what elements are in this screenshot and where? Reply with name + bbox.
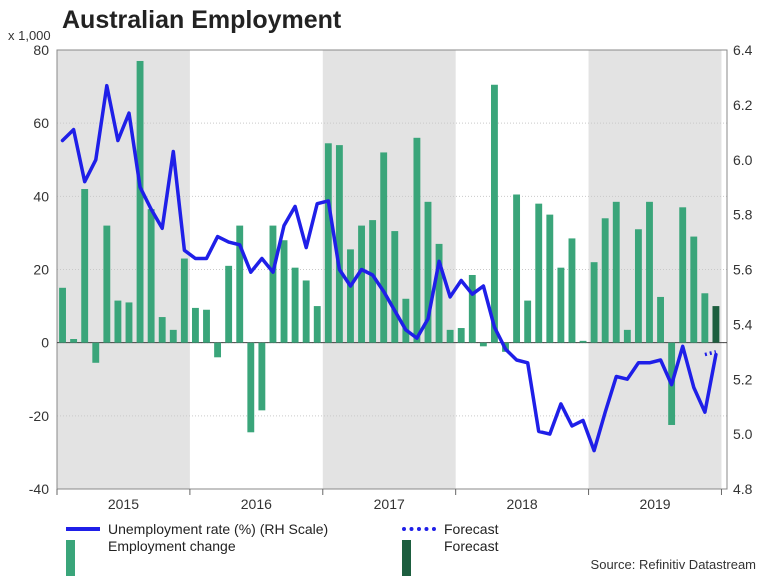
- legend-employment: Employment change: [66, 538, 236, 576]
- legend-label: Employment change: [108, 538, 236, 554]
- bar-employment-change: [546, 214, 554, 343]
- bar-employment-change: [313, 306, 321, 343]
- bar-employment-change: [513, 194, 521, 343]
- bar-employment-change: [269, 225, 277, 343]
- bar-employment-change: [291, 267, 299, 343]
- bar-employment-change: [391, 231, 399, 343]
- bar-employment-change: [214, 342, 222, 358]
- legend-label: Unemployment rate (%) (RH Scale): [108, 521, 329, 537]
- left-tick-label: -20: [29, 408, 49, 424]
- left-tick-label: -40: [29, 481, 49, 497]
- bar-employment-change: [579, 340, 587, 343]
- bar-employment-change: [457, 328, 465, 343]
- bar-employment-change: [402, 298, 410, 343]
- year-shade-2017: [322, 50, 456, 489]
- bar-employment-change: [446, 329, 454, 343]
- x-tick-label: 2017: [374, 496, 405, 512]
- bar-employment-change: [324, 143, 332, 343]
- right-tick-label: 6.2: [733, 97, 753, 113]
- bar-employment-change: [612, 201, 620, 343]
- legend-label: Forecast: [444, 538, 499, 554]
- left-tick-label: 80: [33, 42, 49, 58]
- bar-employment-change: [479, 342, 487, 347]
- bar-employment-change: [623, 329, 631, 343]
- bar-employment-change: [81, 189, 89, 343]
- legend-unemployment: Unemployment rate (%) (RH Scale): [66, 521, 328, 537]
- bar-employment-change: [125, 302, 133, 343]
- source-note: Source: Refinitiv Datastream: [590, 557, 756, 572]
- bar-employment-change: [679, 207, 687, 343]
- bar-employment-change: [524, 300, 532, 343]
- bar-employment-change: [103, 225, 111, 343]
- bar-employment-change: [657, 296, 664, 343]
- bar-employment-change: [535, 203, 543, 343]
- bar-employment-change: [358, 225, 365, 343]
- bar-employment-change: [413, 137, 421, 343]
- bar-employment-change: [136, 60, 144, 343]
- plot-frame: [56, 49, 728, 490]
- bar-employment-change: [236, 225, 244, 343]
- bar-employment-change: [147, 209, 155, 343]
- legend-forecast-bars: Forecast: [402, 538, 499, 576]
- bar-employment-change: [335, 145, 343, 343]
- legend-bars-swatch: [66, 540, 100, 576]
- right-tick-label: 4.8: [733, 481, 753, 497]
- left-tick-label: 20: [33, 262, 49, 278]
- line-forecast: [704, 350, 717, 357]
- bar-employment-change: [258, 342, 266, 411]
- bar-employment-change: [634, 229, 642, 343]
- bar-employment-change: [690, 236, 698, 343]
- right-tick-label: 5.4: [733, 316, 753, 332]
- bar-employment-change: [225, 265, 233, 343]
- bar-employment-change: [92, 342, 100, 363]
- bar-employment-change: [70, 339, 78, 343]
- right-tick-label: 6.4: [733, 42, 753, 58]
- bar-employment-change: [701, 293, 709, 343]
- bar-employment-change: [424, 201, 432, 343]
- bar-employment-change: [468, 274, 476, 343]
- left-tick-label: 40: [33, 188, 49, 204]
- bar-employment-change: [435, 243, 443, 343]
- bar-employment-change: [302, 280, 310, 343]
- bar-employment-change: [158, 317, 166, 343]
- x-tick-label: 2016: [241, 496, 272, 512]
- left-tick-label: 0: [41, 335, 49, 351]
- bar-employment-change: [59, 287, 66, 343]
- bar-employment-change: [180, 258, 188, 343]
- bar-employment-change: [590, 262, 598, 343]
- line-unemployment-rate: [60, 83, 718, 453]
- legend-forecast-line: Forecast: [402, 521, 498, 537]
- bar-employment-change: [568, 238, 576, 343]
- right-tick-label: 5.2: [733, 371, 753, 387]
- right-tick-label: 5.0: [733, 426, 753, 442]
- legend-dotted-swatch: [402, 527, 436, 531]
- bar-employment-change: [191, 307, 199, 343]
- legend-line-swatch: [66, 527, 100, 531]
- x-tick-label: 2018: [507, 496, 538, 512]
- right-tick-label: 5.8: [733, 207, 753, 223]
- bar-employment-change: [280, 240, 288, 343]
- bar-employment-change: [169, 329, 177, 343]
- bar-employment-change: [114, 300, 122, 343]
- bar-employment-change: [601, 218, 609, 343]
- legend-dark-bars-swatch: [402, 540, 436, 576]
- chart-title: Australian Employment: [62, 6, 342, 34]
- left-axis-unit: x 1,000: [8, 28, 51, 43]
- bar-employment-change: [203, 309, 210, 343]
- bar-employment-change: [347, 249, 354, 343]
- bar-employment-change: [491, 84, 498, 343]
- x-tick-label: 2019: [639, 496, 670, 512]
- legend-label: Forecast: [444, 521, 499, 537]
- bar-employment-change: [380, 152, 388, 343]
- bar-employment-change: [646, 201, 653, 343]
- bar-forecast: [712, 306, 720, 343]
- right-tick-label: 5.6: [733, 262, 753, 278]
- right-tick-label: 6.0: [733, 152, 753, 168]
- bar-employment-change: [557, 267, 565, 343]
- left-tick-label: 60: [33, 115, 49, 131]
- bar-employment-change: [247, 342, 255, 433]
- x-tick-label: 2015: [108, 496, 139, 512]
- bar-employment-change: [369, 220, 377, 343]
